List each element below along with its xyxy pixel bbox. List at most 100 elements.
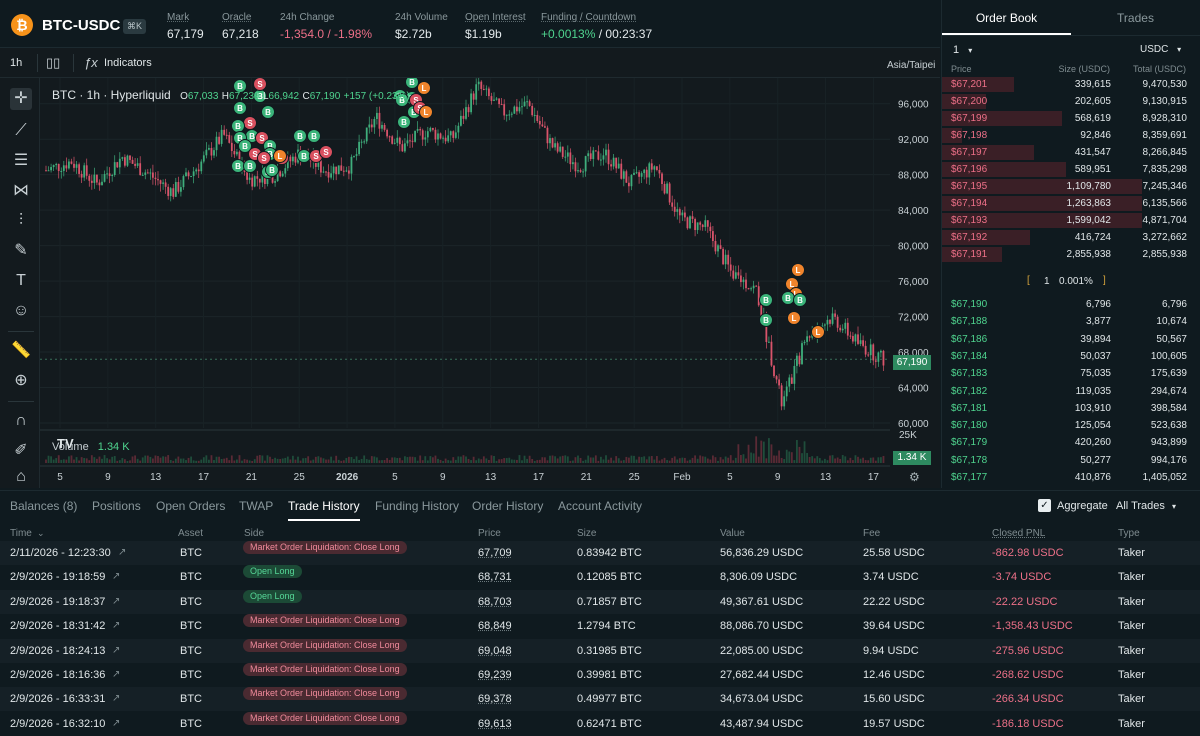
- volume-bar: [580, 458, 582, 463]
- tab-positions[interactable]: Positions: [92, 499, 141, 513]
- tab-twap[interactable]: TWAP: [239, 499, 273, 513]
- currency-select[interactable]: USDC ▾: [1140, 44, 1181, 55]
- indicators-button[interactable]: Indicators: [104, 57, 152, 69]
- trade-price[interactable]: 69,613: [478, 712, 512, 736]
- bid-row[interactable]: $67,179 420,260 943,899: [942, 434, 1200, 451]
- volume-bar: [600, 457, 602, 463]
- volume-bar: [419, 455, 421, 463]
- aggregate-checkbox[interactable]: ✓: [1038, 499, 1051, 512]
- volume-bar: [592, 458, 594, 463]
- fib-lines-icon[interactable]: ☰: [10, 150, 32, 172]
- volume-bar: [442, 461, 444, 463]
- external-link-icon[interactable]: ↗: [112, 590, 120, 614]
- grouping-select[interactable]: 1 ▾: [953, 44, 972, 56]
- ask-row[interactable]: $67,195 1,109,780 7,245,346: [942, 178, 1200, 195]
- magnet-icon[interactable]: ∩: [10, 410, 32, 432]
- candle-body: [142, 175, 144, 176]
- volume-bar: [292, 456, 294, 463]
- tab-trades[interactable]: Trades: [1071, 0, 1200, 35]
- tab-funding-history[interactable]: Funding History: [375, 499, 459, 513]
- trade-filter-select[interactable]: All Trades ▾: [1116, 500, 1176, 512]
- bid-row[interactable]: $67,180 125,054 523,638: [942, 417, 1200, 434]
- pair-selector[interactable]: BTC-USDC: [42, 17, 120, 34]
- external-link-icon[interactable]: ↗: [112, 663, 120, 687]
- bid-row[interactable]: $67,186 39,894 50,567: [942, 331, 1200, 348]
- tab-trade-history[interactable]: Trade History: [288, 499, 360, 521]
- ask-row[interactable]: $67,193 1,599,042 4,871,704: [942, 212, 1200, 229]
- ruler-icon[interactable]: 📏: [10, 340, 32, 362]
- sort-chevron-icon[interactable]: ⌄: [37, 528, 45, 539]
- ask-row[interactable]: $67,200 202,605 9,130,915: [942, 93, 1200, 110]
- bid-row[interactable]: $67,181 103,910 398,584: [942, 400, 1200, 417]
- trade-price[interactable]: 69,239: [478, 663, 512, 687]
- ask-size: 431,547: [1075, 144, 1111, 161]
- bid-row[interactable]: $67,177 410,876 1,405,052: [942, 469, 1200, 486]
- bid-row[interactable]: $67,188 3,877 10,674: [942, 313, 1200, 330]
- trade-price[interactable]: 67,709: [478, 541, 512, 565]
- ask-row[interactable]: $67,201 339,615 9,470,530: [942, 76, 1200, 93]
- bid-row[interactable]: $67,184 50,037 100,605: [942, 348, 1200, 365]
- volume-bar: [633, 456, 635, 463]
- bid-row[interactable]: $67,178 50,277 994,176: [942, 452, 1200, 469]
- forecast-icon[interactable]: ⫶: [10, 210, 32, 232]
- external-link-icon[interactable]: ↗: [112, 687, 120, 711]
- tab-order-history[interactable]: Order History: [472, 499, 543, 513]
- col-asset: Asset: [178, 528, 203, 539]
- ask-row[interactable]: $67,194 1,263,863 6,135,566: [942, 195, 1200, 212]
- ask-row[interactable]: $67,197 431,547 8,266,845: [942, 144, 1200, 161]
- volume-bar: [282, 459, 284, 463]
- tab-order-book[interactable]: Order Book: [942, 0, 1071, 35]
- ask-row[interactable]: $67,196 589,951 7,835,298: [942, 161, 1200, 178]
- external-link-icon[interactable]: ↗: [118, 541, 126, 565]
- candle-type-icon[interactable]: ▯▯: [46, 55, 60, 71]
- volume-bar: [381, 460, 383, 463]
- volume-bar: [330, 457, 332, 463]
- ask-row[interactable]: $67,198 92,846 8,359,691: [942, 127, 1200, 144]
- trade-price[interactable]: 68,849: [478, 614, 512, 638]
- candle-body: [68, 161, 70, 168]
- tab-account-activity[interactable]: Account Activity: [558, 499, 642, 513]
- candlestick-chart[interactable]: 96,000 92,000 88,000 84,000 80,000 76,000 72,0…: [40, 78, 940, 488]
- chart-settings-icon[interactable]: ⚙: [909, 470, 920, 484]
- interval-selector[interactable]: 1h: [10, 57, 22, 69]
- volume-bar: [801, 453, 803, 463]
- indicators-icon[interactable]: ƒx: [84, 55, 98, 70]
- trade-price[interactable]: 68,731: [478, 565, 512, 589]
- candle-body: [669, 184, 671, 203]
- trade-price[interactable]: 68,703: [478, 590, 512, 614]
- candle-body: [498, 98, 500, 104]
- lock-icon[interactable]: ⌂: [10, 466, 32, 488]
- candle-body: [162, 182, 164, 183]
- external-link-icon[interactable]: ↗: [112, 712, 120, 736]
- ask-row[interactable]: $67,192 416,724 3,272,662: [942, 229, 1200, 246]
- trade-price[interactable]: 69,378: [478, 687, 512, 711]
- trend-line-icon[interactable]: ⟋: [10, 120, 32, 142]
- trade-price[interactable]: 69,048: [478, 639, 512, 663]
- ask-row[interactable]: $67,191 2,855,938 2,855,938: [942, 246, 1200, 263]
- bid-row[interactable]: $67,183 75,035 175,639: [942, 365, 1200, 382]
- tab-open-orders[interactable]: Open Orders: [156, 499, 225, 513]
- external-link-icon[interactable]: ↗: [112, 614, 120, 638]
- bid-row[interactable]: $67,190 6,796 6,796: [942, 296, 1200, 313]
- text-tool-icon[interactable]: T: [10, 270, 32, 292]
- pattern-icon[interactable]: ⋈: [10, 180, 32, 202]
- timezone-label[interactable]: Asia/Taipei: [887, 60, 935, 71]
- candle-body: [610, 164, 612, 166]
- candle-body: [401, 144, 403, 151]
- bid-size: 75,035: [1080, 365, 1111, 382]
- emoji-icon[interactable]: ☺: [10, 300, 32, 322]
- toolbar-divider: [37, 54, 38, 72]
- zoom-in-icon[interactable]: ⊕: [10, 370, 32, 392]
- crosshair-icon[interactable]: ✛: [10, 88, 32, 110]
- candle-body: [76, 164, 78, 168]
- brush-icon[interactable]: ✎: [10, 240, 32, 262]
- col-time[interactable]: Time: [10, 528, 32, 539]
- external-link-icon[interactable]: ↗: [112, 565, 120, 589]
- volume-bar: [361, 459, 363, 463]
- ask-row[interactable]: $67,199 568,619 8,928,310: [942, 110, 1200, 127]
- external-link-icon[interactable]: ↗: [112, 639, 120, 663]
- tab-balances-8[interactable]: Balances (8): [10, 499, 77, 513]
- bid-row[interactable]: $67,182 119,035 294,674: [942, 383, 1200, 400]
- candle-body: [646, 170, 648, 178]
- lock-drawing-icon[interactable]: ✐: [10, 440, 32, 462]
